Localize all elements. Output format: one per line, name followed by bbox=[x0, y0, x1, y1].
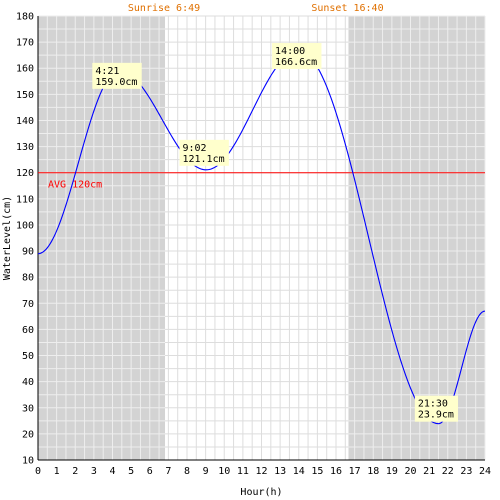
y-tick-label: 60 bbox=[22, 325, 34, 336]
average-line-group: AVG 120cm bbox=[38, 172, 485, 191]
x-tick-label: 20 bbox=[404, 466, 416, 477]
x-axis-label: Hour(h) bbox=[240, 487, 282, 498]
x-tick-label: 7 bbox=[165, 466, 171, 477]
x-tick-label: 2 bbox=[72, 466, 78, 477]
annotation-time: 4:21 bbox=[95, 66, 119, 77]
annotation-time: 21:30 bbox=[418, 399, 448, 410]
x-tick-label: 17 bbox=[349, 466, 361, 477]
y-tick-label: 90 bbox=[22, 247, 34, 258]
x-tick-label: 1 bbox=[54, 466, 60, 477]
x-tick-label: 23 bbox=[460, 466, 472, 477]
x-tick-label: 10 bbox=[218, 466, 230, 477]
y-tick-label: 10 bbox=[22, 456, 34, 467]
x-tick-label: 3 bbox=[91, 466, 97, 477]
x-tick-label: 8 bbox=[184, 466, 190, 477]
y-tick-label: 120 bbox=[16, 168, 34, 179]
axis-labels: Hour(h) WaterLevel(cm) Sunrise 6:49 Suns… bbox=[2, 3, 384, 498]
annotation-box bbox=[272, 42, 322, 69]
y-tick-label: 80 bbox=[22, 273, 34, 284]
annotation-box bbox=[92, 62, 142, 89]
y-tick-label: 150 bbox=[16, 90, 34, 101]
y-axis-label: WaterLevel(cm) bbox=[2, 196, 13, 280]
y-tick-label: 140 bbox=[16, 116, 34, 127]
y-tick-label: 130 bbox=[16, 142, 34, 153]
y-tick-label: 170 bbox=[16, 38, 34, 49]
y-tick-label: 30 bbox=[22, 403, 34, 414]
x-tick-label: 19 bbox=[386, 466, 398, 477]
y-tick-label: 50 bbox=[22, 351, 34, 362]
x-tick-label: 9 bbox=[203, 466, 209, 477]
annotation-level: 166.6cm bbox=[275, 57, 317, 68]
average-label: AVG 120cm bbox=[48, 180, 102, 191]
x-tick-label: 11 bbox=[237, 466, 249, 477]
annotation-box bbox=[414, 395, 459, 422]
annotation-time: 14:00 bbox=[275, 46, 305, 57]
annotation-level: 23.9cm bbox=[418, 410, 454, 421]
x-tick-label: 18 bbox=[367, 466, 379, 477]
x-tick-label: 5 bbox=[128, 466, 134, 477]
x-tick-label: 21 bbox=[423, 466, 435, 477]
y-tick-label: 20 bbox=[22, 429, 34, 440]
x-tick-label: 6 bbox=[147, 466, 153, 477]
x-tick-label: 22 bbox=[442, 466, 454, 477]
annotation-level: 121.1cm bbox=[182, 154, 224, 165]
annotation-time: 9:02 bbox=[182, 143, 206, 154]
y-tick-label: 40 bbox=[22, 377, 34, 388]
x-tick-label: 24 bbox=[479, 466, 491, 477]
x-tick-label: 15 bbox=[311, 466, 323, 477]
y-tick-label: 160 bbox=[16, 64, 34, 75]
x-tick-label: 16 bbox=[330, 466, 342, 477]
annotation-box bbox=[179, 139, 229, 166]
x-tick-label: 12 bbox=[255, 466, 267, 477]
axes bbox=[37, 16, 485, 461]
tick-labels: 0 1 2 3 4 5 6 7 8 9 10 11 12 13 14 15 16 17 18 19 20 21 22 23 24… bbox=[16, 12, 491, 478]
y-tick-label: 100 bbox=[16, 220, 34, 231]
annotation-level: 159.0cm bbox=[95, 77, 137, 88]
x-tick-label: 0 bbox=[35, 466, 41, 477]
x-tick-label: 13 bbox=[274, 466, 286, 477]
x-tick-label: 14 bbox=[293, 466, 305, 477]
sunset-label: Sunset 16:40 bbox=[311, 3, 383, 14]
y-tick-label: 180 bbox=[16, 12, 34, 23]
y-tick-label: 110 bbox=[16, 194, 34, 205]
x-tick-label: 4 bbox=[109, 466, 115, 477]
sunrise-label: Sunrise 6:49 bbox=[128, 3, 200, 14]
y-tick-label: 70 bbox=[22, 299, 34, 310]
